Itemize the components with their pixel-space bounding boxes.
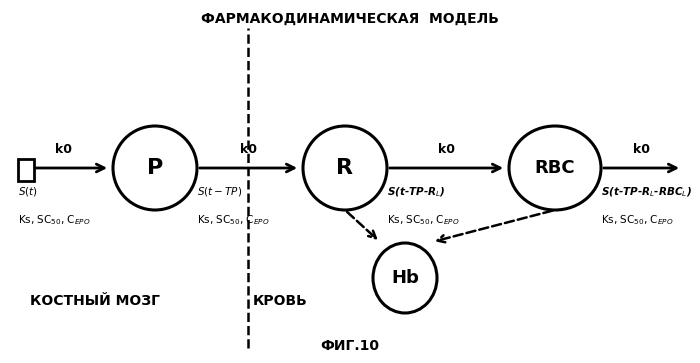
Text: k0: k0 <box>438 143 455 156</box>
Text: Hb: Hb <box>391 269 419 287</box>
Ellipse shape <box>303 126 387 210</box>
Ellipse shape <box>509 126 601 210</box>
Text: ФИГ.10: ФИГ.10 <box>321 339 379 353</box>
Ellipse shape <box>113 126 197 210</box>
Text: RBC: RBC <box>535 159 575 177</box>
Text: k0: k0 <box>633 143 650 156</box>
Ellipse shape <box>373 243 437 313</box>
Text: S(t-TP-R$_L$): S(t-TP-R$_L$) <box>387 185 446 199</box>
Text: КРОВЬ: КРОВЬ <box>253 294 307 308</box>
Text: k0: k0 <box>240 143 257 156</box>
Text: S(t-TP-R$_L$-RBC$_L$): S(t-TP-R$_L$-RBC$_L$) <box>601 185 692 199</box>
Text: Ks, SC$_{50}$, C$_{EPO}$: Ks, SC$_{50}$, C$_{EPO}$ <box>197 213 270 227</box>
FancyBboxPatch shape <box>18 159 34 181</box>
Text: ФАРМАКОДИНАМИЧЕСКАЯ  МОДЕЛЬ: ФАРМАКОДИНАМИЧЕСКАЯ МОДЕЛЬ <box>201 12 499 26</box>
Text: Ks, SC$_{50}$, C$_{EPO}$: Ks, SC$_{50}$, C$_{EPO}$ <box>18 213 90 227</box>
Text: Ks, SC$_{50}$, C$_{EPO}$: Ks, SC$_{50}$, C$_{EPO}$ <box>387 213 460 227</box>
Text: k0: k0 <box>55 143 73 156</box>
Text: КОСТНЫЙ МОЗГ: КОСТНЫЙ МОЗГ <box>30 294 160 308</box>
Text: P: P <box>147 158 163 178</box>
Text: $\mathit{S(t)}$: $\mathit{S(t)}$ <box>18 185 38 198</box>
Text: $\mathit{S(t-TP)}$: $\mathit{S(t-TP)}$ <box>197 185 242 198</box>
Text: R: R <box>337 158 354 178</box>
Text: Ks, SC$_{50}$, C$_{EPO}$: Ks, SC$_{50}$, C$_{EPO}$ <box>601 213 673 227</box>
